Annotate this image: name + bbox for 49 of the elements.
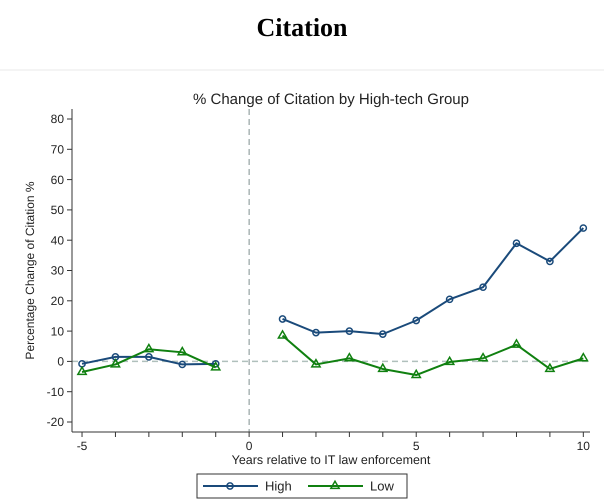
point <box>512 339 522 348</box>
x-axis-title: Years relative to IT law enforcement <box>232 453 431 467</box>
y-tick-label: 0 <box>57 354 64 369</box>
point <box>411 369 422 378</box>
y-tick-label: 60 <box>50 172 64 187</box>
point <box>144 344 154 352</box>
y-tick-label: 10 <box>50 324 64 338</box>
point <box>446 295 454 304</box>
point <box>444 356 455 366</box>
legend-label: Low <box>370 478 394 494</box>
point <box>278 330 288 339</box>
y-tick-label: 20 <box>50 294 64 308</box>
point <box>312 328 320 336</box>
point <box>77 366 87 376</box>
point <box>412 316 420 324</box>
legend-label: High <box>265 478 292 494</box>
y-axis-title: Percentage Change of Citation % <box>23 181 37 360</box>
point <box>178 360 186 368</box>
point <box>478 352 488 362</box>
point <box>177 346 188 356</box>
point <box>544 363 555 372</box>
y-tick-label: 30 <box>50 264 64 278</box>
point <box>378 330 387 338</box>
point <box>546 258 554 266</box>
point <box>278 315 286 323</box>
y-tick-label: 80 <box>50 112 64 126</box>
y-tick-label: 50 <box>50 203 64 218</box>
y-tick-label: -20 <box>46 415 64 430</box>
point <box>344 352 354 362</box>
y-tick-label: 70 <box>50 142 64 156</box>
point <box>378 363 388 372</box>
x-tick-label: 5 <box>412 439 420 453</box>
point <box>512 239 520 248</box>
point <box>346 327 354 335</box>
point <box>212 360 220 368</box>
point <box>479 283 487 291</box>
point <box>578 352 588 362</box>
point <box>110 358 120 368</box>
point <box>210 362 221 371</box>
x-tick-label: 0 <box>246 439 253 453</box>
x-tick-label: -5 <box>76 439 88 453</box>
point <box>311 358 321 368</box>
point <box>112 353 120 361</box>
x-tick-label: 10 <box>576 439 590 453</box>
y-tick-label: -10 <box>46 384 64 399</box>
chart-title: Citation <box>256 13 348 42</box>
chart-subtitle: % Change of Citation by High-tech Group <box>193 91 469 108</box>
point <box>145 353 153 361</box>
y-tick-label: 40 <box>50 233 64 248</box>
